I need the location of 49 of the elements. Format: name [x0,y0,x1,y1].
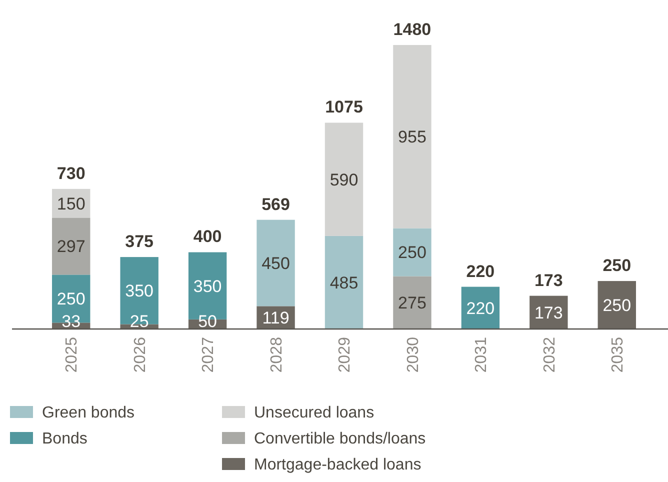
data-label: 485 [330,273,358,292]
data-label: 33 [62,312,81,331]
x-tick-label: 2035 [609,336,626,373]
data-label: 25 [130,312,149,331]
x-tick-label: 2031 [473,336,490,373]
data-label: 450 [262,254,290,273]
bar [393,228,432,276]
data-label: 150 [56,194,86,214]
bar [598,281,636,329]
total-label: 375 [125,232,154,252]
x-tick-label: 2030 [404,336,422,373]
data-label: 119 [262,308,290,328]
x-tick-label: 2032 [541,336,558,373]
data-label: 590 [330,170,358,190]
bar [52,218,90,275]
x-tick-label: 2029 [336,336,354,373]
legend-label: Bonds [42,430,88,448]
legend-label: Green bonds [42,404,135,422]
data-label: 297 [56,237,86,256]
total-label: 730 [56,164,86,183]
data-label: 250 [602,296,632,315]
legend-label: Mortgage-backed loans [254,456,422,474]
bar [324,236,364,329]
total-label: 220 [466,262,495,281]
x-tick-label: 2025 [64,336,81,373]
x-tick-label: 2027 [200,336,218,373]
total-label: 400 [193,227,222,246]
data-label: 955 [398,128,426,147]
data-label: 250 [398,243,426,262]
bar [393,276,432,329]
data-label: 275 [398,294,426,313]
data-label: 50 [198,312,218,331]
bar [256,220,295,306]
data-label: 220 [466,298,495,318]
bar [393,45,432,228]
total-label: 250 [602,256,632,276]
legend-label: Unsecured loans [254,404,374,422]
x-tick-label: 2026 [132,336,149,373]
x-tick-label: 2028 [268,336,286,373]
total-label: 1480 [393,20,432,39]
data-label: 173 [534,303,563,322]
data-label: 350 [193,276,222,296]
total-label: 173 [534,270,563,290]
bar [324,122,364,236]
data-label: 350 [125,282,154,301]
data-label: 250 [56,290,86,309]
total-label: 569 [262,194,290,214]
total-label: 1075 [325,98,363,117]
legend-label: Convertible bonds/loans [254,430,426,448]
